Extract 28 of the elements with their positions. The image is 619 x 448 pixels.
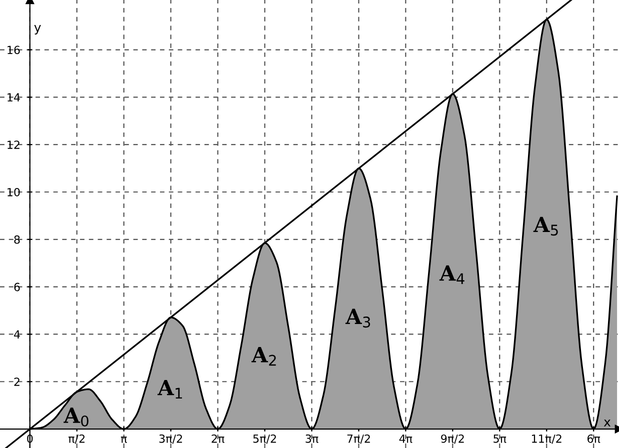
x-tick-label: 5π bbox=[494, 434, 506, 443]
y-tick-label: 8 bbox=[14, 235, 20, 244]
annotation: A$_{1}$ bbox=[158, 380, 182, 399]
x-tick-label: 2π bbox=[212, 434, 224, 443]
x-tick-label: 3π bbox=[306, 434, 318, 443]
x-tick-label: 6π bbox=[587, 434, 600, 443]
x-tick-label: 9π/2 bbox=[441, 434, 464, 444]
y-tick-label: 6 bbox=[14, 282, 20, 292]
x-tick-label: 4π bbox=[399, 434, 412, 443]
y-axis-title: y bbox=[34, 25, 41, 34]
x-tick-label: 5π/2 bbox=[253, 434, 276, 444]
x-tick-label: 11π/2 bbox=[532, 434, 562, 444]
y-tick-label: 4 bbox=[14, 330, 20, 338]
y-tick-label: 14 bbox=[8, 93, 20, 102]
x-tick-label: 7π/2 bbox=[347, 434, 370, 444]
x-axis-title: x bbox=[604, 420, 611, 426]
x-tick-label: 3π/2 bbox=[159, 434, 182, 444]
annotation: A$_{2}$ bbox=[251, 347, 276, 366]
y-tick-label: 10 bbox=[8, 188, 20, 196]
annotation: A$_{0}$ bbox=[64, 408, 88, 426]
annotation: A$_{4}$ bbox=[439, 265, 464, 284]
x-tick-label: π bbox=[120, 436, 127, 443]
x-tick-label: π/2 bbox=[68, 434, 85, 444]
annotation: A$_{3}$ bbox=[345, 308, 370, 328]
annotation: A$_{5}$ bbox=[533, 216, 558, 236]
y-tick-label: 12 bbox=[8, 140, 20, 149]
y-tick-label: 16 bbox=[8, 46, 20, 54]
y-tick-label: 2 bbox=[14, 378, 20, 386]
